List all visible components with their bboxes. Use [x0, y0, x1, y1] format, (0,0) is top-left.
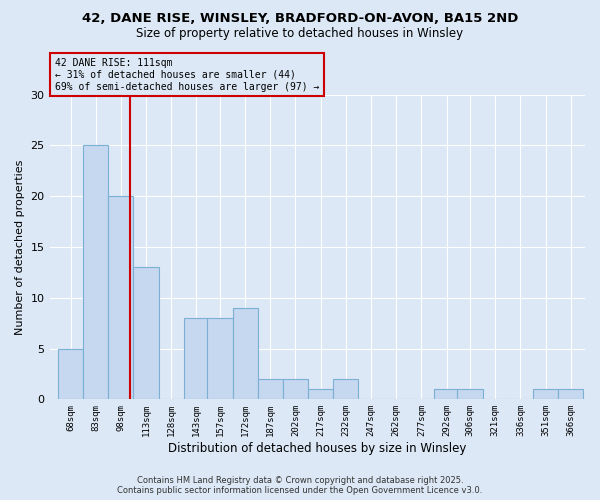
- Y-axis label: Number of detached properties: Number of detached properties: [15, 160, 25, 334]
- Text: 42, DANE RISE, WINSLEY, BRADFORD-ON-AVON, BA15 2ND: 42, DANE RISE, WINSLEY, BRADFORD-ON-AVON…: [82, 12, 518, 26]
- Bar: [108, 196, 133, 400]
- Bar: [184, 318, 209, 400]
- Bar: [558, 389, 583, 400]
- Bar: [308, 389, 333, 400]
- Bar: [283, 379, 308, 400]
- Bar: [133, 268, 158, 400]
- Bar: [457, 389, 482, 400]
- Bar: [333, 379, 358, 400]
- Bar: [233, 308, 257, 400]
- Bar: [533, 389, 558, 400]
- Bar: [208, 318, 233, 400]
- Text: 42 DANE RISE: 111sqm
← 31% of detached houses are smaller (44)
69% of semi-detac: 42 DANE RISE: 111sqm ← 31% of detached h…: [55, 58, 319, 92]
- Bar: [83, 146, 108, 400]
- Text: Contains HM Land Registry data © Crown copyright and database right 2025.
Contai: Contains HM Land Registry data © Crown c…: [118, 476, 482, 495]
- Bar: [58, 348, 83, 400]
- Bar: [434, 389, 459, 400]
- Text: Size of property relative to detached houses in Winsley: Size of property relative to detached ho…: [136, 28, 464, 40]
- X-axis label: Distribution of detached houses by size in Winsley: Distribution of detached houses by size …: [168, 442, 466, 455]
- Bar: [257, 379, 283, 400]
